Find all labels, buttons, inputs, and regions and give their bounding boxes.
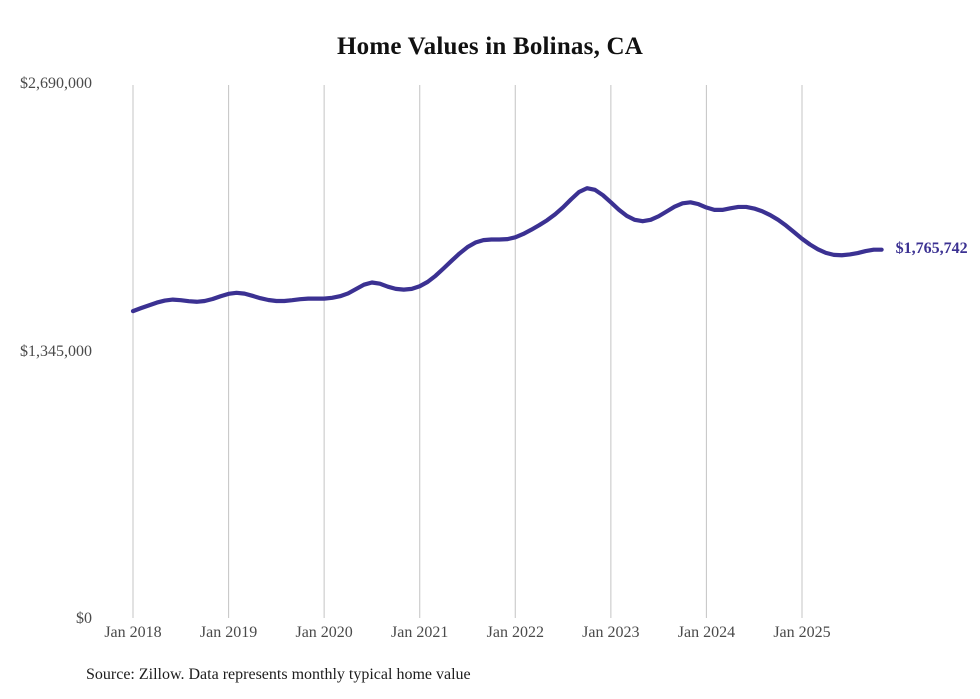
y-axis-tick-label: $0 <box>76 610 92 627</box>
page-title: Home Values in Bolinas, CA <box>337 33 643 60</box>
x-axis-tick-label: Jan 2025 <box>773 624 831 641</box>
y-axis-tick-label: $2,690,000 <box>20 75 92 92</box>
x-axis-tick-label: Jan 2021 <box>391 624 449 641</box>
y-axis-tick-label: $1,345,000 <box>20 342 92 360</box>
x-axis-tick-label: Jan 2023 <box>582 624 640 641</box>
source-note: Source: Zillow. Data represents monthly … <box>86 666 471 683</box>
x-axis-tick-label: Jan 2020 <box>295 624 353 641</box>
x-axis-tick-label: Jan 2024 <box>677 624 736 641</box>
home-value-line <box>130 186 884 314</box>
end-value-annotation: $1,765,742 <box>895 239 968 257</box>
x-axis-tick-label: Jan 2019 <box>199 624 258 641</box>
x-axis-tick-label: Jan 2018 <box>104 624 162 641</box>
x-axis-tick-label: Jan 2022 <box>486 624 544 641</box>
gridline-group <box>132 85 803 618</box>
